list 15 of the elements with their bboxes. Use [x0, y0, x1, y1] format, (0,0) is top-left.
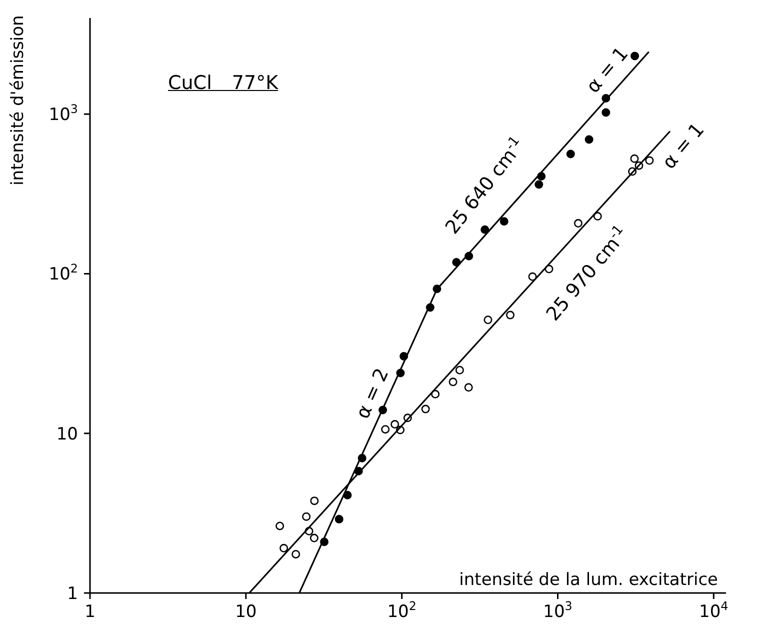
y-tick-label: 10 — [56, 424, 78, 444]
x-axis-title: intensité de la lum. excitatrice — [459, 570, 718, 590]
x-tick-label: 1 — [84, 602, 96, 622]
y-tick-label: 10$^{2}$ — [48, 262, 78, 285]
x-tick-label: 10 — [235, 602, 257, 622]
annotation: α = 1 — [582, 42, 633, 98]
x-tick-label: 10$^{4}$ — [699, 599, 728, 622]
x-tick-label: 10$^{2}$ — [387, 599, 416, 622]
y-axis-title: intensité d'émission — [8, 15, 28, 186]
annotation: α = 1 — [658, 118, 709, 174]
y-tick-label: 1 — [67, 584, 78, 604]
annotation: α = 2 — [352, 365, 394, 422]
annotation: CuCl 77°K — [168, 72, 278, 94]
y-tick-label: 10$^{3}$ — [48, 102, 78, 126]
x-tick-label: 10$^{3}$ — [543, 599, 572, 622]
